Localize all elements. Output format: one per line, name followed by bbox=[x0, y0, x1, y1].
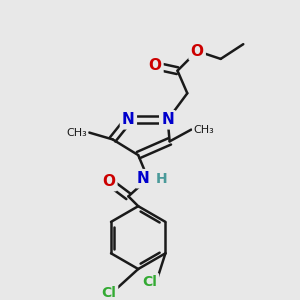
Text: O: O bbox=[190, 44, 204, 59]
Text: N: N bbox=[137, 171, 149, 186]
Text: O: O bbox=[102, 174, 115, 189]
Text: O: O bbox=[148, 58, 161, 73]
Text: H: H bbox=[156, 172, 168, 186]
Text: N: N bbox=[122, 112, 135, 127]
Text: Cl: Cl bbox=[142, 275, 157, 289]
Text: Cl: Cl bbox=[101, 286, 116, 300]
Text: CH₃: CH₃ bbox=[193, 124, 214, 135]
Text: N: N bbox=[161, 112, 174, 127]
Text: CH₃: CH₃ bbox=[66, 128, 87, 137]
